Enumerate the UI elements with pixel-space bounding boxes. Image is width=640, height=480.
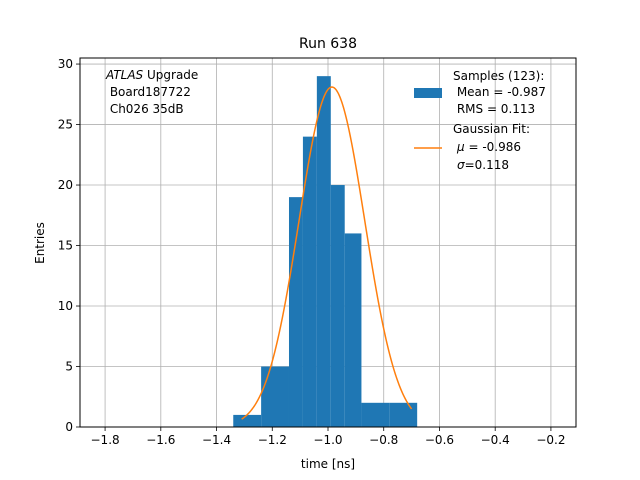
histogram-bar	[389, 402, 418, 427]
chart-title: Run 638	[299, 36, 357, 52]
y-axis-label: Entries	[33, 222, 47, 264]
histogram-bar	[344, 233, 362, 427]
legend: Samples (123): Mean = -0.987 RMS = 0.113…	[414, 69, 546, 172]
fit-curve-group	[241, 86, 413, 420]
annotation: ATLAS Upgrade Board187722 Ch026 35dB	[105, 68, 198, 116]
annotation-line-3: Ch026 35dB	[106, 102, 184, 116]
x-tick-label: −0.8	[369, 433, 398, 447]
y-tick-label: 0	[65, 420, 73, 434]
y-tick-label: 25	[58, 118, 73, 132]
legend-samples-rms: RMS = 0.113	[453, 102, 535, 116]
y-axis-ticks: 0 5 10 15 20 25 30	[58, 57, 80, 434]
histogram-bar	[233, 414, 262, 427]
histogram-bar	[361, 402, 390, 427]
legend-sigma-value: =0.118	[465, 158, 509, 172]
x-tick-label: −0.4	[481, 433, 510, 447]
legend-samples-patch	[414, 88, 442, 98]
x-tick-label: −1.4	[202, 433, 231, 447]
x-tick-label: −1.6	[146, 433, 175, 447]
histogram-bar	[261, 366, 289, 427]
y-tick-label: 20	[58, 178, 73, 192]
y-tick-label: 5	[65, 360, 73, 374]
annotation-atlas: ATLAS	[105, 68, 144, 82]
x-tick-label: −0.6	[425, 433, 454, 447]
x-tick-label: −0.2	[536, 433, 565, 447]
x-tick-label: −1.8	[91, 433, 120, 447]
legend-samples-mean: Mean = -0.987	[453, 85, 546, 99]
annotation-upgrade: Upgrade	[143, 68, 198, 82]
annotation-line-1: ATLAS Upgrade	[105, 68, 198, 82]
x-tick-label: −1.2	[258, 433, 287, 447]
y-tick-label: 30	[58, 57, 73, 71]
legend-fit-title: Gaussian Fit:	[453, 122, 530, 136]
x-axis-label: time [ns]	[301, 457, 355, 471]
legend-fit-mu: μ = -0.986	[456, 140, 521, 154]
histogram-bar	[330, 185, 345, 427]
annotation-line-2: Board187722	[106, 85, 191, 99]
x-axis-ticks: −1.8 −1.6 −1.4 −1.2 −1.0 −0.8 −0.6 −0.4 −0.2	[91, 427, 565, 447]
legend-mu-value: = -0.986	[465, 140, 521, 154]
y-tick-label: 15	[58, 239, 73, 253]
histogram-bar	[288, 197, 303, 427]
y-tick-label: 10	[58, 299, 73, 313]
legend-samples-title: Samples (123):	[453, 69, 544, 83]
x-tick-label: −1.0	[313, 433, 342, 447]
gaussian-fit-line	[241, 86, 413, 420]
legend-sigma-symbol: σ	[457, 158, 465, 172]
histogram-bar	[302, 136, 317, 427]
legend-mu-symbol: μ	[456, 140, 465, 154]
histogram-bar	[316, 76, 331, 428]
histogram-bars	[233, 76, 418, 428]
legend-fit-sigma: σ=0.118	[457, 158, 509, 172]
